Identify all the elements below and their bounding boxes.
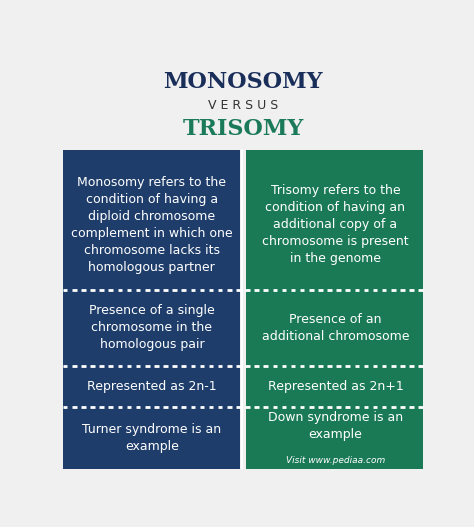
- Bar: [246, 290, 423, 366]
- Text: Represented as 2n+1: Represented as 2n+1: [268, 380, 403, 393]
- Bar: [246, 159, 423, 290]
- Bar: [63, 151, 240, 159]
- Text: Trisomy refers to the
condition of having an
additional copy of a
chromosome is : Trisomy refers to the condition of havin…: [262, 184, 409, 265]
- Text: V E R S U S: V E R S U S: [208, 100, 278, 112]
- Text: Presence of an
additional chromosome: Presence of an additional chromosome: [262, 313, 409, 343]
- Bar: [246, 407, 423, 469]
- Bar: [63, 407, 240, 469]
- Bar: [63, 366, 240, 407]
- Bar: [63, 290, 240, 366]
- Text: Represented as 2n-1: Represented as 2n-1: [87, 380, 217, 393]
- Text: TRISOMY: TRISOMY: [182, 118, 303, 140]
- Text: Monosomy refers to the
condition of having a
diploid chromosome
complement in wh: Monosomy refers to the condition of havi…: [71, 176, 233, 274]
- Text: MONOSOMY: MONOSOMY: [163, 71, 323, 93]
- Text: Turner syndrome is an
example: Turner syndrome is an example: [82, 423, 221, 453]
- Bar: [246, 151, 423, 159]
- Bar: [246, 366, 423, 407]
- Text: Down syndrome is an
example: Down syndrome is an example: [268, 411, 403, 441]
- Text: Visit www.pediaa.com: Visit www.pediaa.com: [286, 456, 385, 465]
- Bar: [63, 159, 240, 290]
- Text: Presence of a single
chromosome in the
homologous pair: Presence of a single chromosome in the h…: [89, 305, 215, 352]
